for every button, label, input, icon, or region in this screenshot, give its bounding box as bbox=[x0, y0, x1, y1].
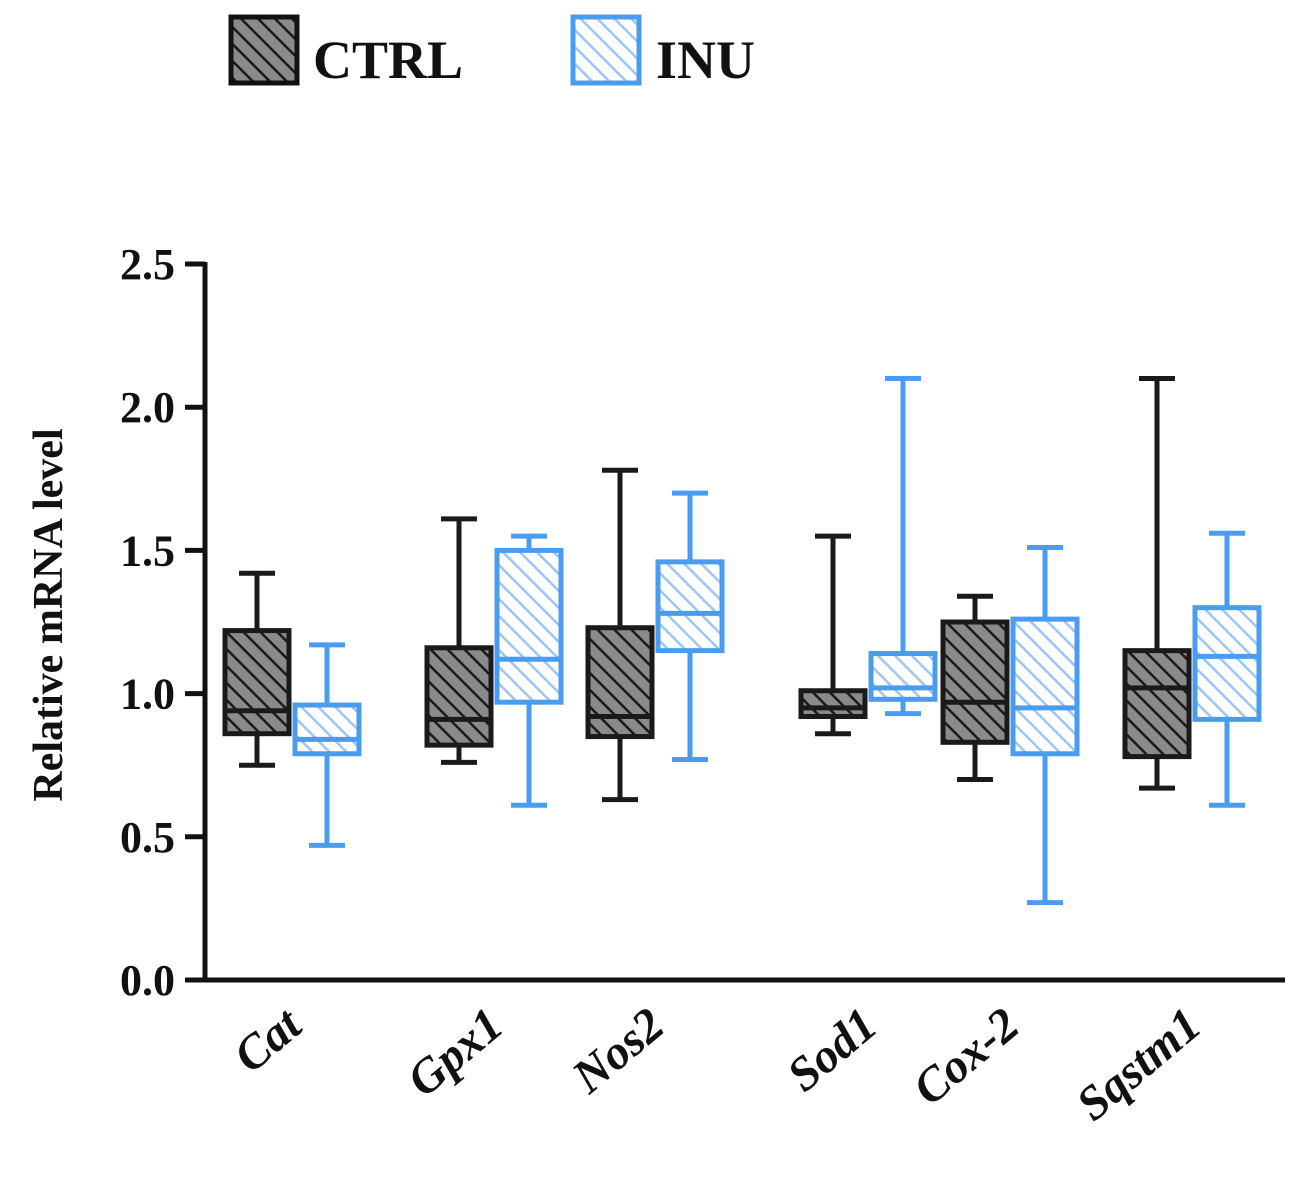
box-inu-cox-2[interactable] bbox=[1010, 545, 1080, 906]
legend-swatch-ctrl bbox=[228, 14, 300, 86]
box-iqr bbox=[292, 702, 362, 757]
legend-item-ctrl[interactable]: CTRL bbox=[228, 14, 463, 90]
box-iqr bbox=[798, 688, 868, 720]
box-iqr bbox=[655, 559, 725, 654]
x-category-labels: Cat Gpx1 Nos2 Sod1 Cox-2 Sqstm1 bbox=[224, 997, 1211, 1131]
box-iqr bbox=[222, 628, 292, 737]
box-iqr bbox=[424, 645, 494, 748]
box-ctrl-cox-2[interactable] bbox=[940, 593, 1010, 783]
box-inu-sod1[interactable] bbox=[868, 376, 938, 717]
boxes bbox=[222, 376, 1262, 906]
box-iqr bbox=[940, 619, 1010, 745]
legend: CTRL INU bbox=[228, 14, 755, 90]
box-inu-sqstm1[interactable] bbox=[1192, 530, 1262, 808]
y-axis-title: Relative mRNA level bbox=[26, 428, 72, 801]
x-category-label: Nos2 bbox=[562, 998, 674, 1104]
legend-item-inu[interactable]: INU bbox=[570, 14, 755, 90]
box-ctrl-cat[interactable] bbox=[222, 570, 292, 768]
box-inu-gpx1[interactable] bbox=[494, 533, 564, 808]
legend-label-ctrl: CTRL bbox=[313, 30, 463, 90]
x-category-label: Cat bbox=[224, 997, 312, 1083]
x-category-label: Cox-2 bbox=[903, 998, 1029, 1116]
x-category-label: Sod1 bbox=[777, 998, 887, 1102]
box-ctrl-gpx1[interactable] bbox=[424, 516, 494, 765]
y-tick-label: 0.0 bbox=[120, 956, 175, 1005]
y-tick-label: 2.5 bbox=[120, 240, 175, 289]
box-inu-nos2[interactable] bbox=[655, 490, 725, 762]
box-iqr bbox=[1122, 648, 1192, 760]
y-tick-label: 2.0 bbox=[120, 383, 175, 432]
box-iqr bbox=[494, 547, 564, 705]
y-tick-label: 1.5 bbox=[120, 526, 175, 575]
box-iqr bbox=[585, 625, 655, 740]
box-iqr bbox=[1010, 616, 1080, 757]
box-ctrl-sod1[interactable] bbox=[798, 533, 868, 737]
box-inu-cat[interactable] bbox=[292, 642, 362, 848]
x-category-label: Sqstm1 bbox=[1067, 998, 1211, 1131]
box-iqr bbox=[868, 651, 938, 702]
box-ctrl-nos2[interactable] bbox=[585, 467, 655, 803]
x-category-label: Gpx1 bbox=[397, 998, 513, 1107]
y-ticks: 0.0 0.5 1.0 1.5 2.0 2.5 bbox=[120, 240, 205, 1005]
legend-label-inu: INU bbox=[656, 30, 755, 90]
box-ctrl-sqstm1[interactable] bbox=[1122, 376, 1192, 791]
y-tick-label: 1.0 bbox=[120, 670, 175, 719]
box-iqr bbox=[1192, 605, 1262, 722]
legend-swatch-inu bbox=[570, 14, 642, 86]
y-tick-label: 0.5 bbox=[120, 813, 175, 862]
